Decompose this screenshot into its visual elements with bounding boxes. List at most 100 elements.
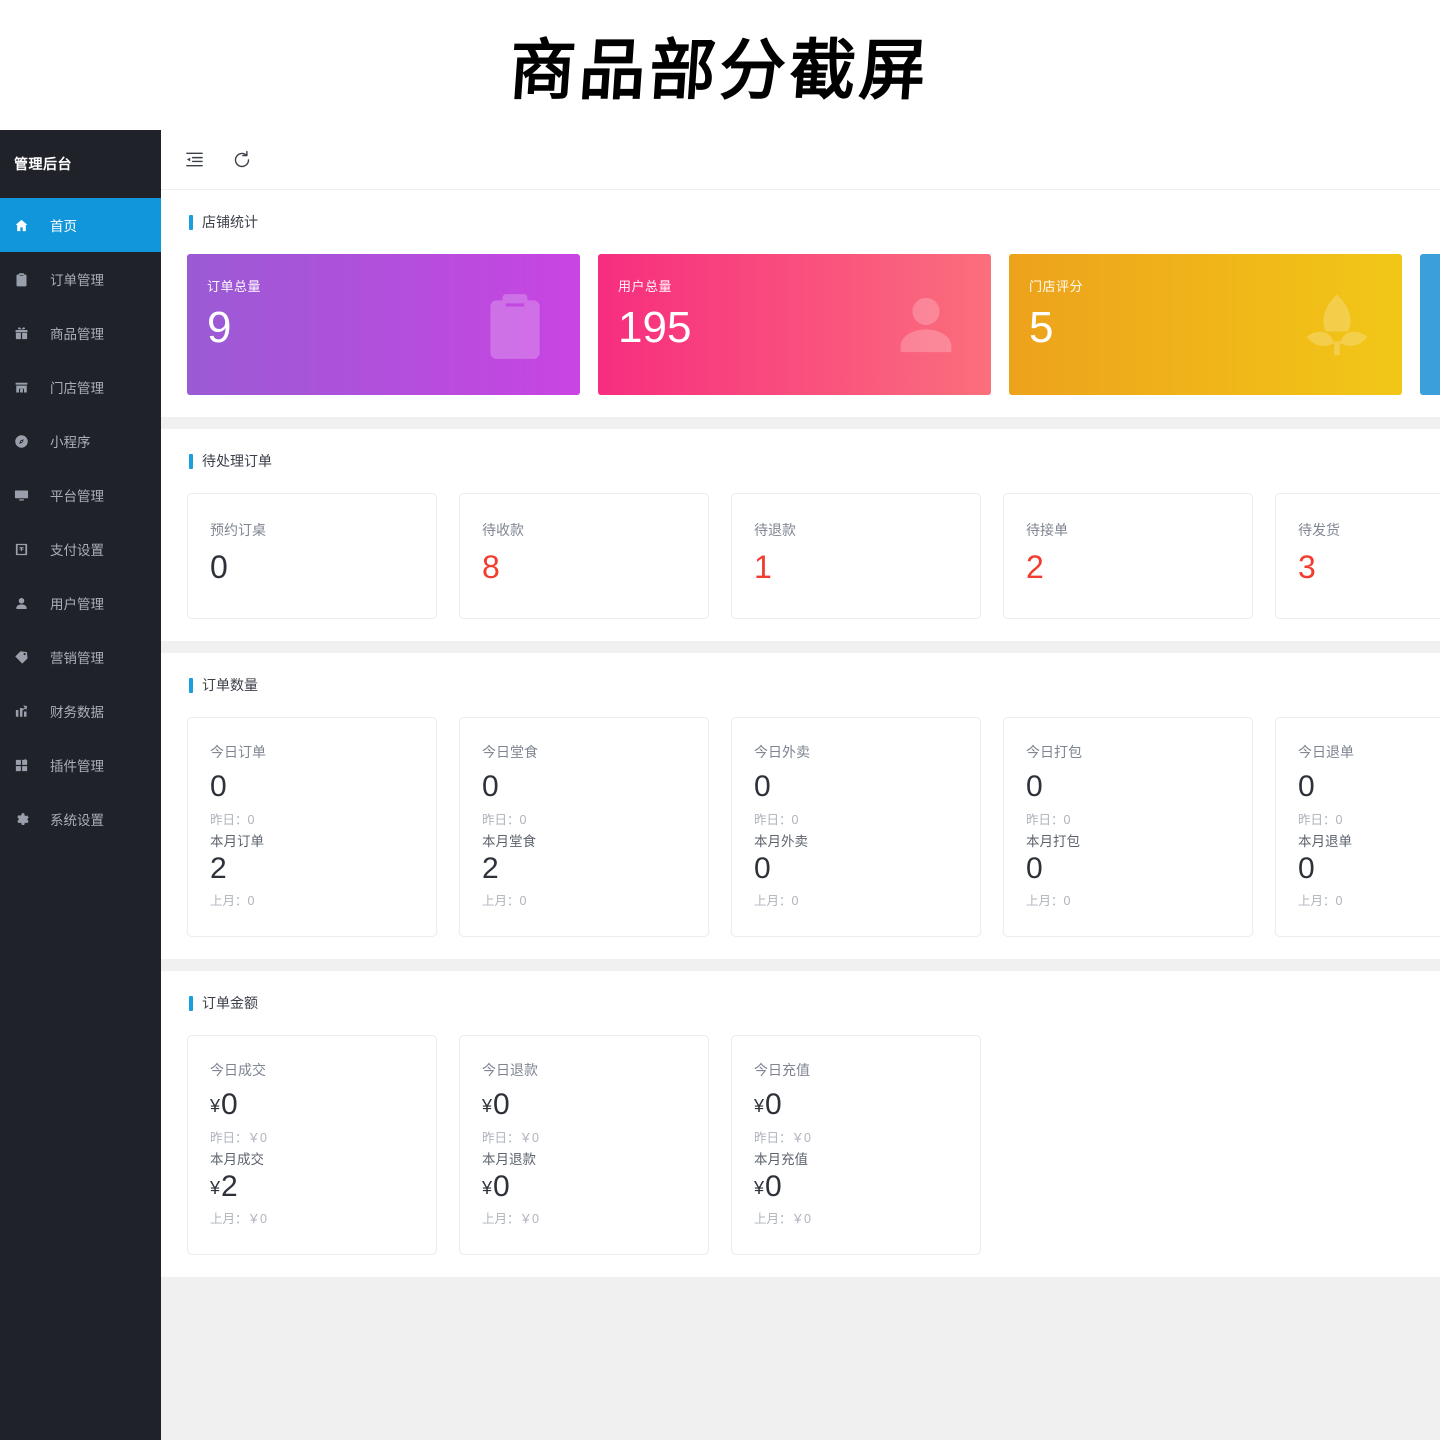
main-area: 店铺统计 订单总量 9 用户总量 195 门店评分 5 待处理订单 预约订桌 0 待收款 8 待退… <box>161 130 1440 1440</box>
user-icon <box>14 596 40 611</box>
sidebar-item-6[interactable]: 平台管理 <box>0 468 161 522</box>
order-count-today-value: 0 <box>482 770 499 803</box>
admin-app-window: 管理后台 首页订单管理 商品管理 门店管理 小程序 平台管理 支付设置 用户管理营销管理财务… <box>0 130 1440 1440</box>
flower-icon <box>1300 288 1374 362</box>
shop-stat-tile-2[interactable]: 用户总量 195 <box>598 254 991 395</box>
order-amount-today-label: 今日充值 <box>754 1062 810 1078</box>
shop-stats-row: 订单总量 9 用户总量 195 门店评分 5 <box>187 254 1440 395</box>
sidebar-item-7[interactable]: 支付设置 <box>0 522 161 576</box>
order-count-today-label: 今日打包 <box>1026 744 1082 760</box>
order-amount-month-label: 本月充值 <box>754 1151 808 1167</box>
shop-stat-tile-1[interactable]: 订单总量 9 <box>187 254 580 395</box>
pending-orders-title: 待处理订单 <box>202 453 272 469</box>
shop-stats-header: 店铺统计 <box>187 212 1414 232</box>
section-accent-bar <box>189 453 193 469</box>
sidebar-item-3[interactable]: 商品管理 <box>0 306 161 360</box>
order-count-month-value: 0 <box>1026 851 1043 885</box>
store-icon <box>14 380 40 395</box>
order-count-month-value: 0 <box>1298 851 1315 885</box>
pending-order-card-5[interactable]: 待发货 3 <box>1275 493 1440 619</box>
order-count-last-month: 上月：0 <box>482 894 527 908</box>
order-amount-last-month: 上月：￥0 <box>210 1212 267 1226</box>
pending-order-value: 2 <box>1026 549 1044 585</box>
pending-order-card-2[interactable]: 待收款 8 <box>459 493 709 619</box>
shop-stat-value: 195 <box>618 303 692 352</box>
gift-icon <box>14 326 40 341</box>
order-amount-title: 订单金额 <box>202 995 258 1011</box>
pending-order-card-4[interactable]: 待接单 2 <box>1003 493 1253 619</box>
section-accent-bar <box>189 677 193 693</box>
order-amount-month-label: 本月退款 <box>482 1151 536 1167</box>
plugin-icon <box>14 757 40 773</box>
order-count-yesterday: 昨日：0 <box>754 812 799 827</box>
order-amount-today-value: ¥0 <box>210 1088 238 1121</box>
order-count-month-value: 0 <box>754 851 771 885</box>
order-count-title: 订单数量 <box>202 677 258 693</box>
sidebar: 管理后台 首页订单管理 商品管理 门店管理 小程序 平台管理 支付设置 用户管理营销管理财务… <box>0 130 161 1440</box>
order-amount-last-month: 上月：￥0 <box>482 1212 539 1226</box>
pending-order-card-1[interactable]: 预约订桌 0 <box>187 493 437 619</box>
payment-icon <box>14 542 40 557</box>
sidebar-item-5[interactable]: 小程序 <box>0 414 161 468</box>
order-count-today-value: 0 <box>210 770 227 803</box>
order-count-month-label: 本月订单 <box>210 833 264 849</box>
shop-stat-value: 9 <box>207 303 232 352</box>
page-title: 商品部分截屏 <box>506 31 933 109</box>
refresh-icon[interactable] <box>229 147 255 173</box>
order-count-card-4[interactable]: 今日打包 0 昨日：0 本月打包 0 上月：0 <box>1003 717 1253 937</box>
order-amount-yesterday: 昨日：￥0 <box>754 1130 811 1145</box>
sidebar-item-10[interactable]: 财务数据 <box>0 684 161 738</box>
order-count-month-label: 本月退单 <box>1298 833 1352 849</box>
order-count-yesterday: 昨日：0 <box>1026 812 1071 827</box>
shop-stat-tile-4[interactable] <box>1420 254 1440 395</box>
order-amount-card-3[interactable]: 今日充值 ¥0 昨日：￥0 本月充值 ¥0 上月：￥0 <box>731 1035 981 1255</box>
order-count-last-month: 上月：0 <box>1298 894 1343 908</box>
order-count-today-value: 0 <box>1026 770 1043 803</box>
collapse-sidebar-icon[interactable] <box>181 147 207 173</box>
order-count-card-1[interactable]: 今日订单 0 昨日：0 本月订单 2 上月：0 <box>187 717 437 937</box>
order-amount-month-value: ¥0 <box>754 1169 782 1203</box>
order-count-last-month: 上月：0 <box>210 894 255 908</box>
sidebar-item-label: 首页 <box>50 219 77 234</box>
order-amount-row: 今日成交 ¥0 昨日：￥0 本月成交 ¥2 上月：￥0 今日退款 ¥0 昨日：￥0 本月退款 ¥0 上… <box>187 1035 1414 1255</box>
shop-stat-tile-3[interactable]: 门店评分 5 <box>1009 254 1402 395</box>
sidebar-item-11[interactable]: 插件管理 <box>0 738 161 792</box>
order-count-today-label: 今日退单 <box>1298 744 1354 760</box>
pending-order-card-3[interactable]: 待退款 1 <box>731 493 981 619</box>
order-amount-panel: 订单金额 今日成交 ¥0 昨日：￥0 本月成交 ¥2 上月：￥0 今日退款 ¥0 昨日：￥0 本月… <box>161 971 1440 1277</box>
order-amount-last-month: 上月：￥0 <box>754 1212 811 1226</box>
order-count-card-3[interactable]: 今日外卖 0 昨日：0 本月外卖 0 上月：0 <box>731 717 981 937</box>
sidebar-item-9[interactable]: 营销管理 <box>0 630 161 684</box>
order-amount-card-1[interactable]: 今日成交 ¥0 昨日：￥0 本月成交 ¥2 上月：￥0 <box>187 1035 437 1255</box>
order-count-card-5[interactable]: 今日退单 0 昨日：0 本月退单 0 上月：0 <box>1275 717 1440 937</box>
pending-orders-header: 待处理订单 <box>187 451 1414 471</box>
pending-order-value: 1 <box>754 549 772 585</box>
order-amount-month-label: 本月成交 <box>210 1151 264 1167</box>
sidebar-item-8[interactable]: 用户管理 <box>0 576 161 630</box>
order-count-month-value: 2 <box>210 851 227 885</box>
order-count-panel: 订单数量 今日订单 0 昨日：0 本月订单 2 上月：0 今日堂食 0 昨日：0 本月堂食 2 上月：… <box>161 653 1440 959</box>
sidebar-item-label: 营销管理 <box>50 651 104 666</box>
page-title-bar: 商品部分截屏 <box>0 0 1440 130</box>
sidebar-item-label: 插件管理 <box>50 759 104 774</box>
compass-icon <box>14 434 40 449</box>
shop-stat-value: 5 <box>1029 303 1054 352</box>
sidebar-brand: 管理后台 <box>14 156 72 172</box>
sidebar-item-4[interactable]: 门店管理 <box>0 360 161 414</box>
order-count-card-2[interactable]: 今日堂食 0 昨日：0 本月堂食 2 上月：0 <box>459 717 709 937</box>
order-count-yesterday: 昨日：0 <box>482 812 527 827</box>
sidebar-item-2[interactable]: 订单管理 <box>0 252 161 306</box>
order-amount-card-2[interactable]: 今日退款 ¥0 昨日：￥0 本月退款 ¥0 上月：￥0 <box>459 1035 709 1255</box>
sidebar-item-12[interactable]: 系统设置 <box>0 792 161 846</box>
order-amount-yesterday: 昨日：￥0 <box>210 1130 267 1145</box>
order-amount-month-value: ¥2 <box>210 1169 238 1203</box>
order-count-month-label: 本月打包 <box>1026 833 1080 849</box>
order-count-last-month: 上月：0 <box>754 894 799 908</box>
order-amount-today-label: 今日成交 <box>210 1062 266 1078</box>
sidebar-item-1[interactable]: 首页 <box>0 198 161 252</box>
pending-order-value: 3 <box>1298 549 1316 585</box>
pending-orders-panel: 待处理订单 预约订桌 0 待收款 8 待退款 1 待接单 2 待发货 3 <box>161 429 1440 641</box>
order-amount-header: 订单金额 <box>187 993 1414 1013</box>
order-count-today-label: 今日外卖 <box>754 744 810 760</box>
pending-order-label: 待发货 <box>1298 522 1340 538</box>
